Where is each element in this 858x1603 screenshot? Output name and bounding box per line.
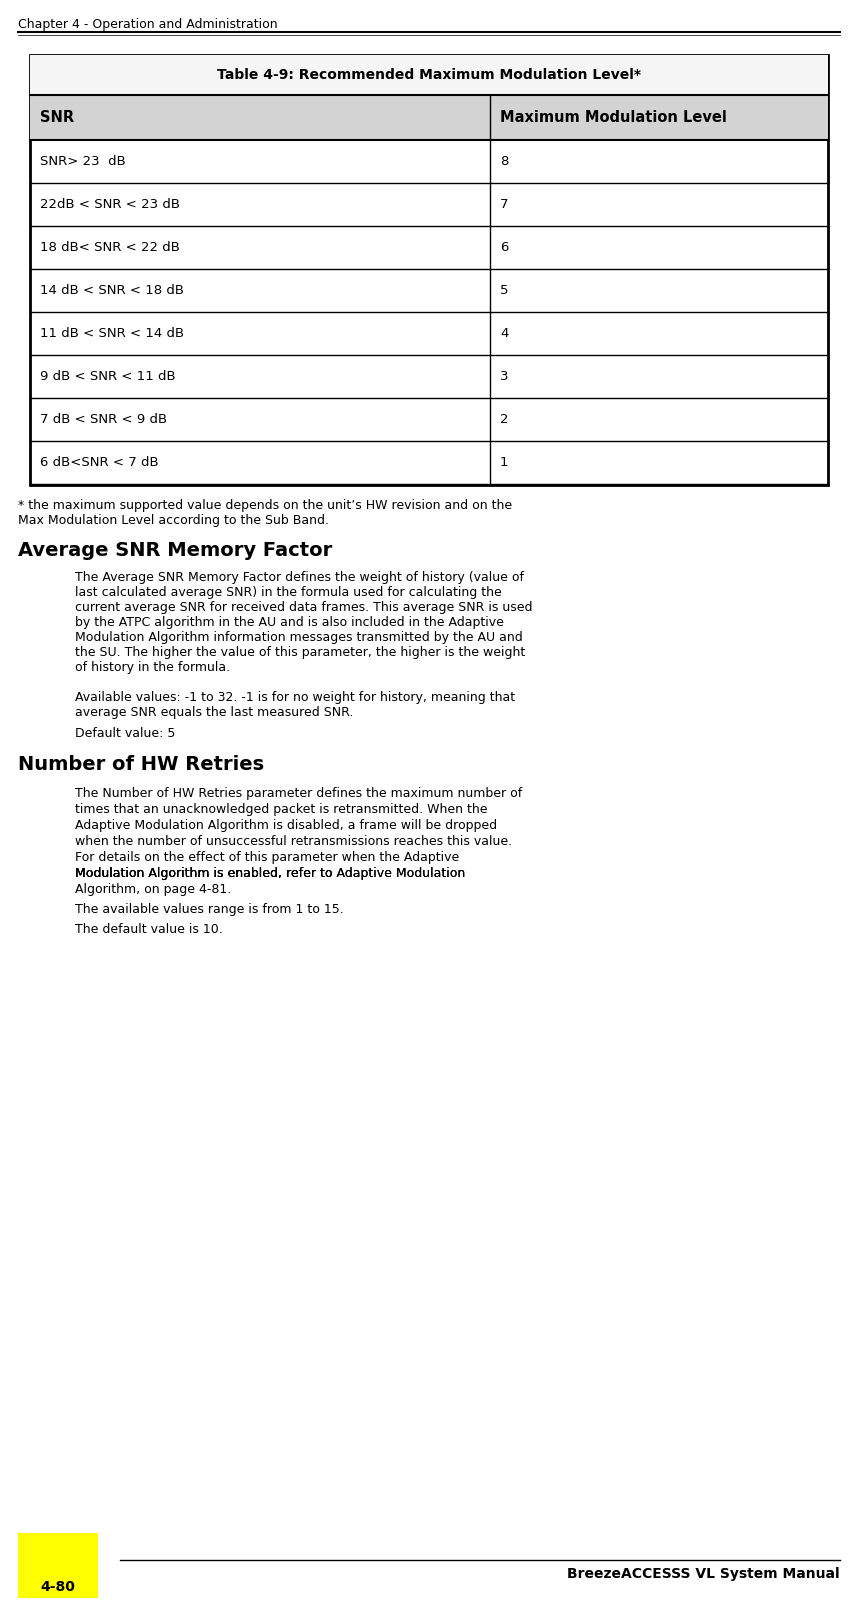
Text: SNR: SNR — [40, 111, 74, 125]
Text: 9 dB < SNR < 11 dB: 9 dB < SNR < 11 dB — [40, 370, 176, 383]
Text: 14 dB < SNR < 18 dB: 14 dB < SNR < 18 dB — [40, 284, 184, 297]
Bar — [18, 1532, 98, 1598]
Text: Modulation Algorithm is enabled, refer to Adaptive Modulation: Modulation Algorithm is enabled, refer t… — [75, 867, 465, 880]
Text: 4: 4 — [500, 327, 509, 340]
Text: The Average SNR Memory Factor defines the weight of history (value of
last calcu: The Average SNR Memory Factor defines th… — [75, 571, 533, 673]
Text: 6: 6 — [500, 240, 509, 253]
Text: when the number of unsuccessful retransmissions reaches this value.: when the number of unsuccessful retransm… — [75, 835, 512, 848]
Text: times that an unacknowledged packet is retransmitted. When the: times that an unacknowledged packet is r… — [75, 803, 487, 816]
Text: 8: 8 — [500, 155, 509, 168]
Text: Algorithm, on page 4-81.: Algorithm, on page 4-81. — [75, 883, 232, 896]
Text: 7 dB < SNR < 9 dB: 7 dB < SNR < 9 dB — [40, 414, 167, 426]
Text: 11 dB < SNR < 14 dB: 11 dB < SNR < 14 dB — [40, 327, 184, 340]
Text: SNR> 23  dB: SNR> 23 dB — [40, 155, 126, 168]
Text: The Number of HW Retries parameter defines the maximum number of: The Number of HW Retries parameter defin… — [75, 787, 523, 800]
Text: Average SNR Memory Factor: Average SNR Memory Factor — [18, 540, 332, 559]
Text: Table 4-9: Recommended Maximum Modulation Level*: Table 4-9: Recommended Maximum Modulatio… — [217, 67, 641, 82]
Text: 18 dB< SNR < 22 dB: 18 dB< SNR < 22 dB — [40, 240, 180, 253]
Text: 1: 1 — [500, 455, 509, 470]
Text: * the maximum supported value depends on the unit’s HW revision and on the
Max M: * the maximum supported value depends on… — [18, 499, 512, 527]
Bar — [30, 55, 828, 486]
Text: Modulation Algorithm is enabled, refer to: Modulation Algorithm is enabled, refer t… — [75, 867, 336, 880]
Text: Available values: -1 to 32. -1 is for no weight for history, meaning that
averag: Available values: -1 to 32. -1 is for no… — [75, 691, 515, 720]
Text: Default value: 5: Default value: 5 — [75, 728, 175, 741]
Text: BreezeACCESSS VL System Manual: BreezeACCESSS VL System Manual — [567, 1568, 840, 1581]
Text: 3: 3 — [500, 370, 509, 383]
Text: Modulation Algorithm is enabled, refer to Adaptive Modulation: Modulation Algorithm is enabled, refer t… — [75, 867, 465, 880]
Text: The default value is 10.: The default value is 10. — [75, 923, 223, 936]
Text: 22dB < SNR < 23 dB: 22dB < SNR < 23 dB — [40, 199, 180, 212]
Bar — [30, 55, 828, 95]
Text: 4-80: 4-80 — [40, 1581, 76, 1593]
Text: 5: 5 — [500, 284, 509, 297]
Text: Chapter 4 - Operation and Administration: Chapter 4 - Operation and Administration — [18, 18, 278, 30]
Text: 6 dB<SNR < 7 dB: 6 dB<SNR < 7 dB — [40, 455, 159, 470]
Text: Number of HW Retries: Number of HW Retries — [18, 755, 264, 774]
Text: Maximum Modulation Level: Maximum Modulation Level — [500, 111, 727, 125]
Text: For details on the effect of this parameter when the Adaptive: For details on the effect of this parame… — [75, 851, 459, 864]
Text: The available values range is from 1 to 15.: The available values range is from 1 to … — [75, 902, 344, 915]
Text: Adaptive Modulation Algorithm is disabled, a frame will be dropped: Adaptive Modulation Algorithm is disable… — [75, 819, 497, 832]
Text: 7: 7 — [500, 199, 509, 212]
Text: 2: 2 — [500, 414, 509, 426]
Bar — [30, 95, 828, 139]
